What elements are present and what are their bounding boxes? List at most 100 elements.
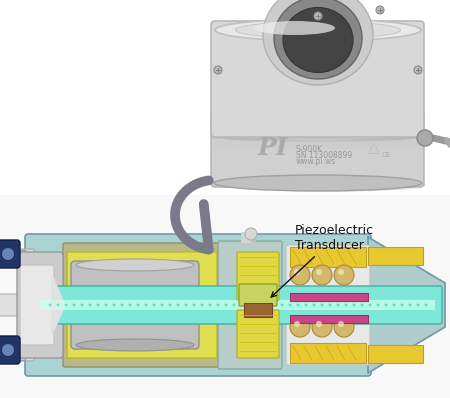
FancyBboxPatch shape [25,234,371,376]
Circle shape [81,304,84,306]
Circle shape [360,304,364,306]
FancyBboxPatch shape [237,310,279,358]
Circle shape [305,304,307,306]
FancyBboxPatch shape [0,344,34,361]
Circle shape [376,6,384,14]
Circle shape [338,321,344,327]
Circle shape [345,304,347,306]
Ellipse shape [245,179,425,191]
Circle shape [312,304,315,306]
FancyBboxPatch shape [211,111,424,187]
Circle shape [338,269,344,275]
Circle shape [409,304,411,306]
Circle shape [316,321,322,327]
Circle shape [352,304,356,306]
Polygon shape [52,275,65,335]
Bar [290,247,366,267]
Circle shape [414,66,422,74]
FancyBboxPatch shape [20,265,54,345]
Circle shape [417,130,433,146]
Circle shape [233,304,235,306]
Circle shape [337,304,339,306]
Circle shape [248,304,252,306]
Ellipse shape [215,19,421,41]
Circle shape [240,304,243,306]
Ellipse shape [283,8,353,72]
Bar [0,352,25,360]
FancyBboxPatch shape [63,243,222,367]
Circle shape [334,265,354,285]
Bar [290,315,368,323]
FancyBboxPatch shape [0,336,20,364]
Bar [368,345,423,363]
Circle shape [136,304,140,306]
Text: PI: PI [258,136,288,160]
Circle shape [201,304,203,306]
Circle shape [161,304,163,306]
Circle shape [314,12,322,20]
FancyBboxPatch shape [215,140,420,148]
FancyBboxPatch shape [218,241,282,369]
Circle shape [208,304,212,306]
Ellipse shape [2,344,14,356]
Circle shape [57,304,59,306]
Circle shape [89,304,91,306]
Circle shape [328,304,332,306]
FancyBboxPatch shape [71,261,199,349]
Circle shape [273,304,275,306]
Circle shape [129,304,131,306]
Circle shape [290,265,310,285]
Circle shape [334,317,354,337]
Circle shape [245,228,257,240]
Ellipse shape [76,339,194,351]
FancyBboxPatch shape [0,294,36,316]
Circle shape [384,304,387,306]
Circle shape [176,304,180,306]
Bar [368,247,423,265]
Bar [0,195,450,398]
Circle shape [104,304,108,306]
Ellipse shape [2,248,14,260]
Ellipse shape [255,21,335,35]
FancyBboxPatch shape [237,252,279,300]
Circle shape [297,304,300,306]
Circle shape [320,304,324,306]
Circle shape [377,304,379,306]
Polygon shape [368,237,445,373]
Circle shape [417,304,419,306]
FancyBboxPatch shape [0,249,34,266]
Circle shape [312,265,332,285]
Circle shape [392,304,396,306]
FancyBboxPatch shape [67,252,217,358]
Ellipse shape [235,21,400,39]
Circle shape [144,304,148,306]
FancyBboxPatch shape [26,286,442,324]
Circle shape [316,269,322,275]
Circle shape [290,317,310,337]
Circle shape [64,304,68,306]
FancyBboxPatch shape [286,245,370,365]
Ellipse shape [263,0,373,85]
Text: S-900K: S-900K [296,145,323,154]
Circle shape [294,269,300,275]
FancyBboxPatch shape [239,284,277,306]
Bar [290,293,368,301]
Circle shape [400,304,404,306]
Text: △: △ [368,140,380,155]
Text: SN 113008899: SN 113008899 [296,151,352,160]
Circle shape [121,304,123,306]
Circle shape [424,304,427,306]
Bar [244,303,272,317]
FancyBboxPatch shape [211,21,424,137]
Circle shape [96,304,99,306]
Circle shape [49,304,51,306]
Bar [0,250,25,258]
Circle shape [168,304,171,306]
Circle shape [72,304,76,306]
Circle shape [256,304,260,306]
Circle shape [288,304,292,306]
Circle shape [265,304,267,306]
Text: www.pi.ws: www.pi.ws [296,157,336,166]
Bar [40,300,435,310]
Circle shape [193,304,195,306]
